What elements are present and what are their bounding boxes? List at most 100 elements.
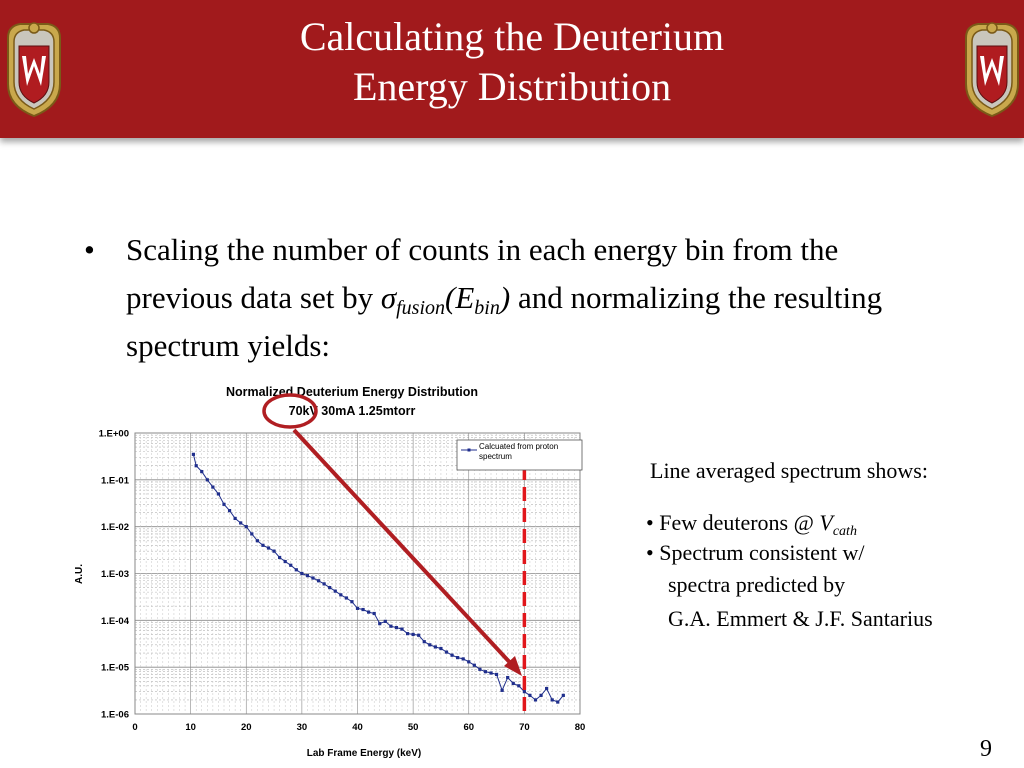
data-point <box>322 582 326 586</box>
data-point <box>200 469 204 474</box>
data-point <box>305 574 310 578</box>
side-item-2-authors: G.A. Emmert & J.F. Santarius <box>668 606 933 631</box>
data-point <box>417 633 421 637</box>
y-tick-label: 1.E-06 <box>101 710 129 721</box>
data-point <box>361 607 365 612</box>
plot-area: 1.E-06 1.E-05 1.E-04 1.E-03 1.E-02 1.E-01 1.E+… <box>99 429 586 734</box>
uw-crest-logo <box>7 22 61 118</box>
legend-label: Calcuated from proton spectrum <box>479 442 559 461</box>
data-point <box>517 684 521 688</box>
x-tick-label: 40 <box>352 722 363 733</box>
data-point <box>205 478 209 482</box>
data-point <box>528 693 532 697</box>
data-point <box>239 521 243 525</box>
y-tick-label: 1.E-01 <box>101 475 130 486</box>
data-point <box>494 672 499 677</box>
data-point <box>378 622 382 626</box>
data-point <box>266 546 271 550</box>
title-line-1: Calculating the Deuterium <box>299 14 725 59</box>
data-point <box>339 593 343 597</box>
data-point <box>289 563 293 567</box>
x-tick-label: 70 <box>519 722 530 733</box>
data-point <box>450 653 454 657</box>
legend-box <box>456 439 583 471</box>
bullet-text-part2: and normalizing the resulting spectrum y… <box>126 280 883 363</box>
data-point <box>500 688 504 692</box>
data-point <box>216 492 221 496</box>
x-tick-label: 20 <box>241 722 252 733</box>
data-point <box>350 600 354 604</box>
side-heading: Line averaged spectrum shows: <box>650 458 928 483</box>
x-tick-label: 0 <box>132 722 137 733</box>
data-point <box>222 502 226 506</box>
data-point <box>422 640 426 644</box>
y-tick-label: 1.E-02 <box>101 522 129 533</box>
data-point <box>278 555 282 560</box>
data-point <box>311 576 315 580</box>
y-axis-label: A.U. <box>74 564 85 584</box>
data-point <box>227 509 232 513</box>
side-item-1: • Few deuterons @ Vcath <box>646 510 857 539</box>
data-point <box>333 589 337 593</box>
data-point <box>328 585 332 590</box>
data-point <box>405 632 410 636</box>
data-point <box>411 632 415 637</box>
energy-subscript: bin <box>474 297 500 319</box>
data-point <box>250 532 254 536</box>
y-tick-label: 1.E+00 <box>99 429 129 440</box>
side-item-2: • Spectrum consistent w/ <box>646 540 865 565</box>
data-point <box>294 568 298 572</box>
data-point <box>533 698 538 702</box>
data-point <box>522 690 526 694</box>
title-line-2: Energy Distribution <box>352 64 672 109</box>
energy-close-paren: ) <box>499 280 511 315</box>
data-point <box>511 681 515 686</box>
data-point <box>472 663 476 667</box>
data-point <box>191 452 196 456</box>
data-point <box>300 571 304 576</box>
data-point <box>428 643 432 647</box>
vcath-symbol: V <box>819 510 833 535</box>
data-point <box>211 485 215 489</box>
side-item-1-text: • Few deuterons @ <box>646 510 820 535</box>
data-point <box>272 549 276 553</box>
highlight-circle <box>262 393 318 429</box>
x-tick-label: 50 <box>408 722 419 733</box>
uw-crest-logo <box>965 22 1019 118</box>
data-point <box>456 656 460 660</box>
annotation <box>262 393 522 676</box>
bullet-text: Scaling the number of counts in each ene… <box>126 226 924 370</box>
data-point <box>439 646 443 651</box>
data-point <box>255 539 259 543</box>
data-point <box>394 625 399 630</box>
data-point <box>355 606 360 610</box>
data-point <box>478 667 482 671</box>
side-item-2-cont: spectra predicted by <box>668 572 846 597</box>
data-point <box>283 559 287 564</box>
title-banner: Calculating the Deuterium Energy Distrib… <box>0 0 1024 138</box>
x-tick-label: 60 <box>463 722 474 733</box>
data-point <box>261 543 265 547</box>
annotation-arrow <box>292 428 517 670</box>
data-point <box>400 627 404 631</box>
legend-label-wrap: Calcuated from proton spectrum <box>479 442 559 461</box>
data-point <box>344 596 348 600</box>
x-axis-label: Lab Frame Energy (keV) <box>307 748 421 759</box>
data-point <box>433 645 437 649</box>
data-point <box>539 693 543 697</box>
data-point <box>561 693 565 697</box>
data-point <box>389 624 393 628</box>
vcath-subscript: cath <box>832 524 857 539</box>
chart-legend: Calcuated from proton spectrum <box>456 439 583 471</box>
data-point <box>489 671 493 675</box>
legend-marker <box>467 448 471 452</box>
data-point <box>244 525 248 529</box>
y-tick-label: 1.E-04 <box>101 616 130 627</box>
y-tick-label: 1.E-05 <box>101 663 130 674</box>
data-point <box>372 611 376 616</box>
main-bullet: • Scaling the number of counts in each e… <box>84 226 924 370</box>
data-point <box>545 686 549 691</box>
y-tick-label: 1.E-03 <box>101 569 129 580</box>
data-point <box>483 670 488 674</box>
data-point <box>461 657 465 661</box>
